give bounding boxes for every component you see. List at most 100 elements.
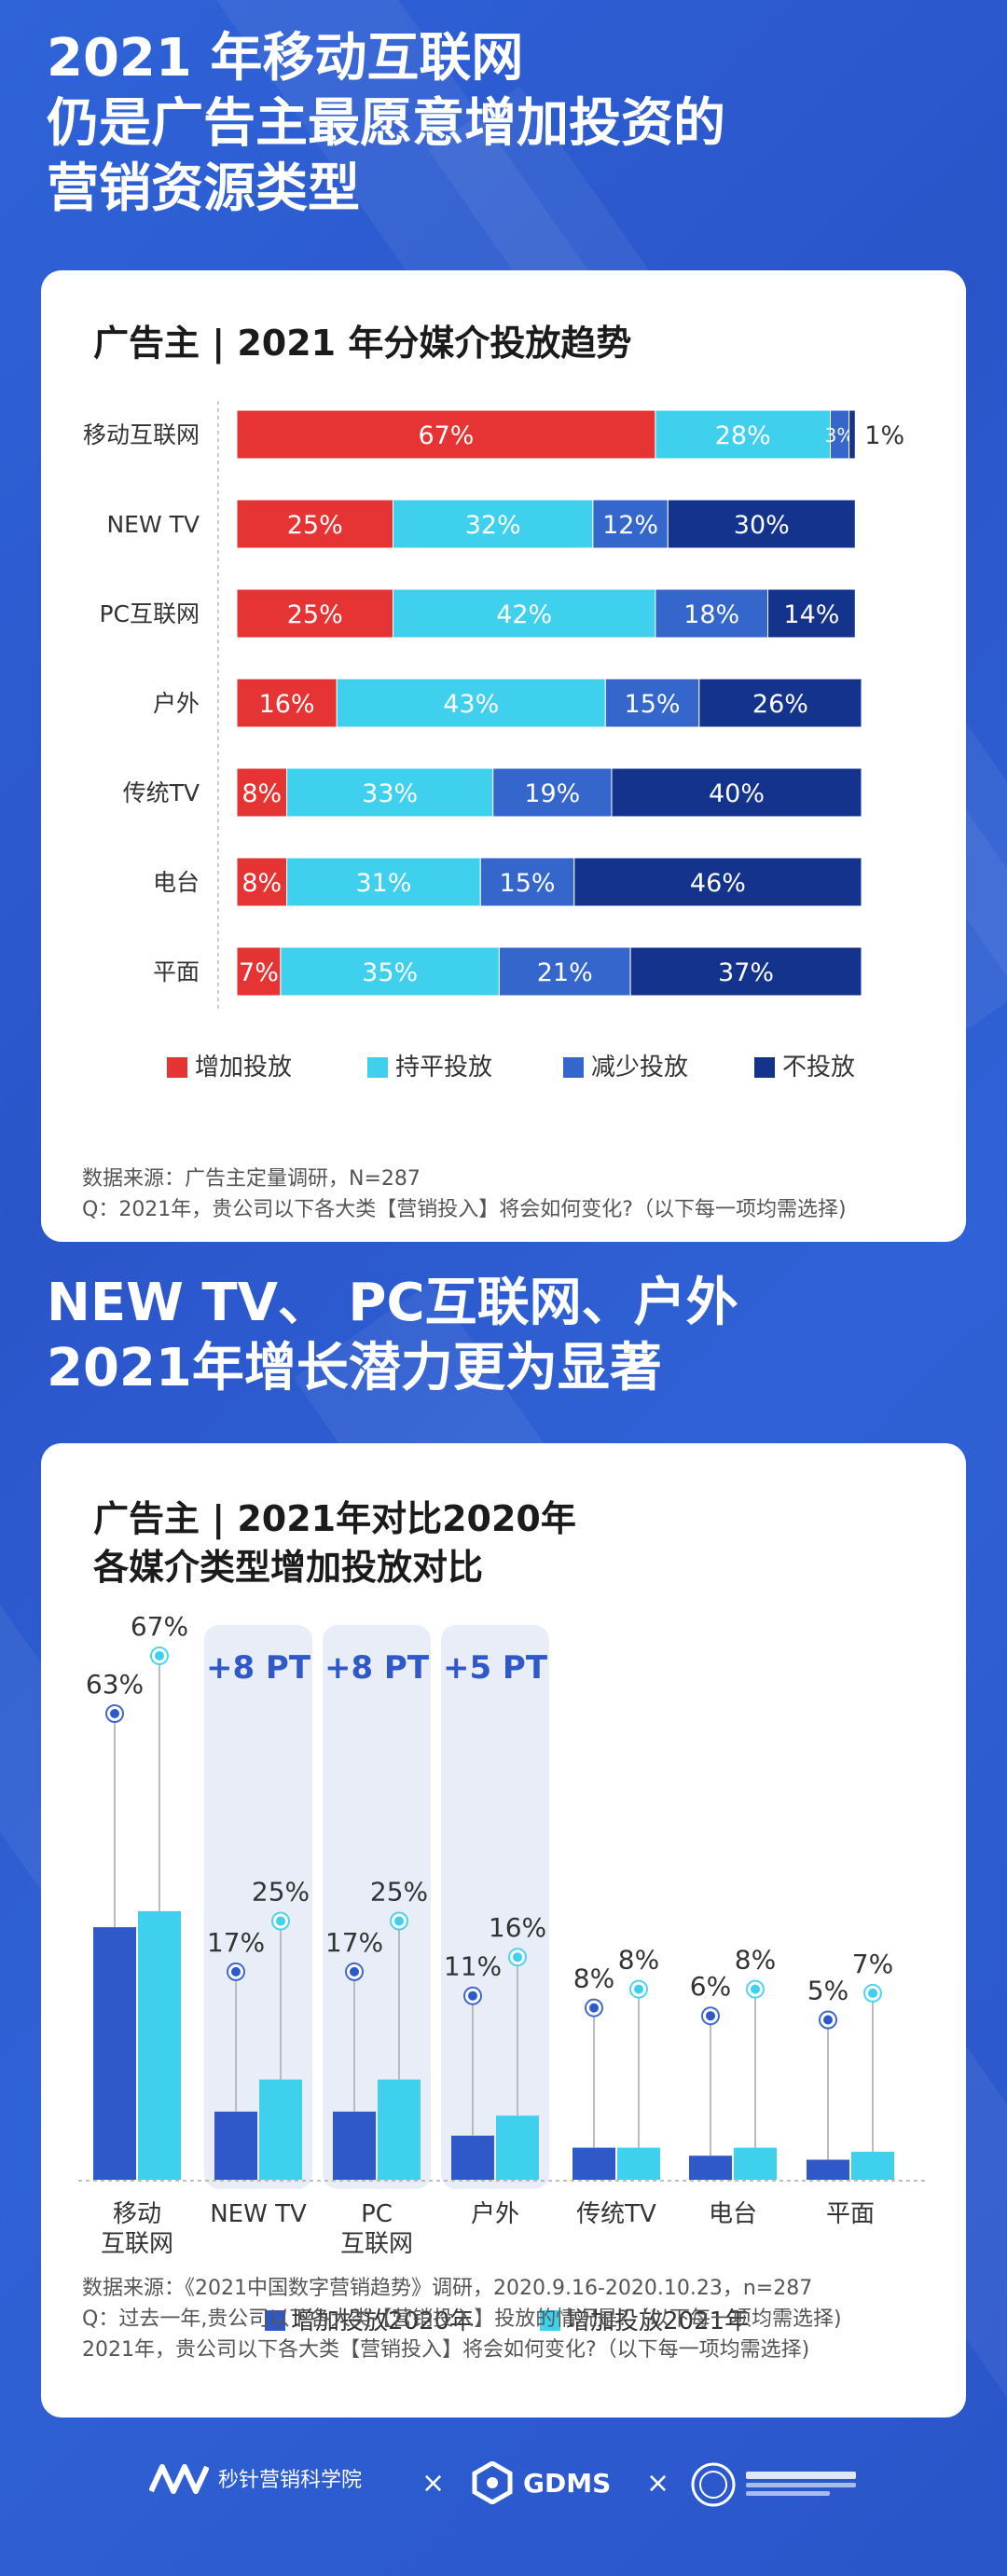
times-icon: × [421, 2467, 446, 2500]
increase-comparison-card: 广告主 | 2021年对比2020年 各媒介类型增加投放对比 +8 PT +8 P… [41, 1443, 966, 2418]
category-label: 移动互联网 [83, 421, 200, 448]
bar [617, 2147, 660, 2180]
card-2-source: 数据来源：《2021中国数字营销趋势》调研，2020.9.16-2020.10.… [82, 2273, 842, 2365]
category-label: 户外 [153, 690, 200, 717]
bar-segment [767, 588, 856, 639]
bar [572, 2147, 615, 2180]
highlight-panel [323, 1625, 431, 2189]
highlight-panel [441, 1625, 549, 2189]
category-label: NEW TV [106, 511, 200, 538]
lollipop-dot [394, 1916, 404, 1926]
data-label: 16% [489, 1912, 546, 1943]
data-label: 17% [325, 1927, 383, 1958]
miaozhen-logo-icon [149, 2464, 209, 2494]
category-label: 电台 [709, 2200, 757, 2228]
lollipop-dot [155, 1651, 164, 1660]
times-icon: × [646, 2467, 670, 2500]
data-label: 37% [718, 958, 774, 987]
lollipop-dot [110, 1709, 119, 1718]
headline-1-line: 仍是广告主最愿意增加投资的 [47, 93, 725, 154]
lollipop-dot [823, 2015, 833, 2025]
bar-segment [236, 946, 282, 997]
data-label: 19% [524, 779, 580, 808]
data-label: 15% [500, 869, 556, 898]
category-label: 传统TV [576, 2200, 656, 2228]
data-label: 6% [690, 1971, 731, 2002]
data-label: 25% [287, 600, 343, 629]
footer: 秒针营销科学院 × GDMS × [0, 2424, 1007, 2536]
bar-segment [655, 588, 769, 639]
headline-1-line: 营销资源类型 [47, 158, 360, 219]
bar [689, 2156, 732, 2180]
data-label: 18% [683, 600, 739, 629]
bar-segment [655, 409, 832, 460]
data-label: 8% [241, 869, 282, 898]
bar [333, 2111, 376, 2180]
category-label: 户外 [471, 2200, 519, 2228]
bar-segment [479, 857, 575, 907]
bar-segment [492, 767, 613, 818]
category-label: 移动 [113, 2200, 161, 2228]
source-line: Q：过去一年,贵公司以下各大类【营销投入】投放的情况是?（以下每一项均需选择) [82, 2307, 842, 2331]
bar [214, 2111, 257, 2180]
logo-gdms: GDMS [471, 2461, 611, 2504]
data-label: 40% [709, 779, 765, 808]
data-label: 7% [239, 958, 279, 987]
legend-label: 增加投放2021年 [566, 2307, 749, 2335]
data-label: 11% [444, 1951, 502, 1982]
bar [138, 1910, 181, 2180]
lollipop-dot [231, 1966, 241, 1977]
data-label: 25% [287, 511, 343, 540]
bar [851, 2151, 894, 2180]
data-label: 30% [734, 511, 790, 540]
data-label: 1% [864, 421, 904, 450]
source-line: 数据来源：广告主定量调研，N=287 [82, 1167, 421, 1191]
data-label: 8% [735, 1945, 776, 1976]
data-label: 26% [752, 690, 808, 719]
logo-miaozhen: 秒针营销科学院 [149, 2461, 362, 2495]
bar-segment [236, 588, 393, 639]
data-label: 63% [86, 1669, 144, 1700]
bar-segment [848, 409, 856, 460]
data-label: 21% [537, 958, 593, 987]
source-line: 数据来源：《2021中国数字营销趋势》调研，2020.9.16-2020.10.… [82, 2277, 813, 2300]
legend-swatch [563, 1057, 584, 1078]
legend-swatch [367, 1057, 388, 1078]
data-label: 12% [602, 511, 658, 540]
lollipop-dot [706, 2011, 715, 2021]
data-label: 31% [355, 869, 411, 898]
lollipop-dot [513, 1952, 522, 1963]
highlight-label: +5 PT [443, 1649, 548, 1687]
media-trend-card: 广告主 | 2021 年分媒介投放趋势 移动互联网 67% 28% 3% 1% NEW T… [41, 270, 966, 1242]
grouped-bar-chart: +8 PT +8 PT +5 PT 63% 67% 移动互联网 17% 25% NEW TV 17… [78, 1611, 927, 2335]
lollipop-dot [276, 1916, 285, 1926]
headline-2-line: 2021年增长潜力更为显著 [47, 1338, 662, 1398]
category-label: PC互联网 [99, 600, 200, 627]
bar [451, 2135, 494, 2180]
gdms-logo-text: GDMS [523, 2467, 612, 2499]
headline-1-line: 2021 年移动互联网 [47, 28, 524, 89]
bar [93, 1927, 136, 2180]
card-2-title: 广告主 | 2021年对比2020年 各媒介类型增加投放对比 [93, 1495, 576, 1591]
data-label: 15% [625, 690, 681, 719]
data-label: 35% [362, 958, 418, 987]
bar [378, 2079, 421, 2180]
source-line: Q：2021年，贵公司以下各大类【营销投入】将会如何变化?（以下每一项均需选择) [82, 1198, 847, 1221]
category-label: PC [361, 2200, 393, 2228]
data-label: 25% [252, 1877, 310, 1908]
lollipop-dot [350, 1966, 359, 1977]
gdms-logo-icon [472, 2461, 513, 2504]
legend-swatch [265, 2310, 285, 2331]
legend-label: 不投放 [782, 1054, 855, 1081]
bar-segment [667, 499, 856, 549]
category-label: 电台 [153, 869, 200, 896]
category-label: 传统TV [123, 779, 200, 806]
legend-swatch [540, 2310, 560, 2331]
bar-segment [698, 678, 862, 728]
bar [807, 2159, 849, 2180]
legend-label: 持平投放 [395, 1054, 492, 1081]
data-label: 5% [807, 1976, 848, 2006]
highlight-label: +8 PT [324, 1649, 430, 1687]
headline-1: 2021 年移动互联网 仍是广告主最愿意增加投资的 营销资源类型 [47, 26, 725, 222]
bar-segment [336, 678, 606, 728]
